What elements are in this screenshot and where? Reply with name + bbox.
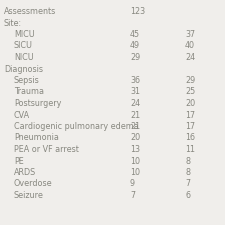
Text: 36: 36 xyxy=(130,76,140,85)
Text: 29: 29 xyxy=(185,76,195,85)
Text: 21: 21 xyxy=(130,122,140,131)
Text: Diagnosis: Diagnosis xyxy=(4,65,43,74)
Text: Postsurgery: Postsurgery xyxy=(14,99,61,108)
Text: 25: 25 xyxy=(185,88,195,97)
Text: 29: 29 xyxy=(130,53,140,62)
Text: 8: 8 xyxy=(185,157,190,166)
Text: 21: 21 xyxy=(130,110,140,119)
Text: 13: 13 xyxy=(130,145,140,154)
Text: ARDS: ARDS xyxy=(14,168,36,177)
Text: Pneumonia: Pneumonia xyxy=(14,133,59,142)
Text: 11: 11 xyxy=(185,145,195,154)
Text: 37: 37 xyxy=(185,30,195,39)
Text: Site:: Site: xyxy=(4,18,22,27)
Text: Sepsis: Sepsis xyxy=(14,76,40,85)
Text: 40: 40 xyxy=(185,41,195,50)
Text: 9: 9 xyxy=(130,180,135,189)
Text: Seizure: Seizure xyxy=(14,191,44,200)
Text: 7: 7 xyxy=(130,191,135,200)
Text: PE: PE xyxy=(14,157,24,166)
Text: 20: 20 xyxy=(130,133,140,142)
Text: 45: 45 xyxy=(130,30,140,39)
Text: PEA or VF arrest: PEA or VF arrest xyxy=(14,145,79,154)
Text: 24: 24 xyxy=(185,53,195,62)
Text: 17: 17 xyxy=(185,110,195,119)
Text: 6: 6 xyxy=(185,191,190,200)
Text: 31: 31 xyxy=(130,88,140,97)
Text: SICU: SICU xyxy=(14,41,33,50)
Text: 49: 49 xyxy=(130,41,140,50)
Text: Assessments: Assessments xyxy=(4,7,56,16)
Text: NICU: NICU xyxy=(14,53,34,62)
Text: Overdose: Overdose xyxy=(14,180,53,189)
Text: 17: 17 xyxy=(185,122,195,131)
Text: MICU: MICU xyxy=(14,30,35,39)
Text: 20: 20 xyxy=(185,99,195,108)
Text: CVA: CVA xyxy=(14,110,30,119)
Text: 10: 10 xyxy=(130,168,140,177)
Text: 16: 16 xyxy=(185,133,195,142)
Text: 10: 10 xyxy=(130,157,140,166)
Text: 123: 123 xyxy=(130,7,145,16)
Text: Cardiogenic pulmonary edema: Cardiogenic pulmonary edema xyxy=(14,122,139,131)
Text: 24: 24 xyxy=(130,99,140,108)
Text: 8: 8 xyxy=(185,168,190,177)
Text: Trauma: Trauma xyxy=(14,88,44,97)
Text: 7: 7 xyxy=(185,180,190,189)
